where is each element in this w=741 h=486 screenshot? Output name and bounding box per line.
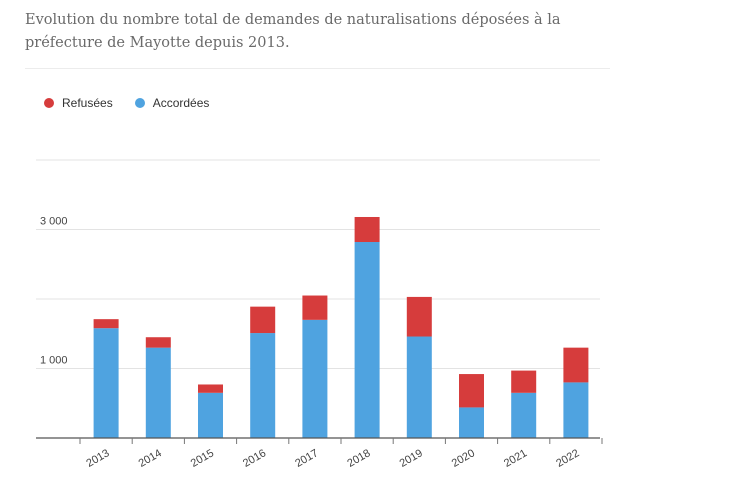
bar-accordes-2015 xyxy=(198,392,223,438)
bar-refuses-2017 xyxy=(302,295,328,320)
bar-accordes-2020 xyxy=(459,407,484,438)
y-tick-label: 3 000 xyxy=(40,216,68,228)
x-tick-label: 2020 xyxy=(450,447,477,470)
legend-item-refusees: Refusées xyxy=(44,96,113,110)
bar-accordes-2018 xyxy=(354,242,380,438)
bar-refuses-2022 xyxy=(563,347,589,383)
bar-refuses-2016 xyxy=(250,306,276,334)
bar-refuses-2015 xyxy=(198,384,223,393)
x-tick-label: 2021 xyxy=(502,447,529,470)
x-tick-label: 2013 xyxy=(84,447,111,470)
bar-refuses-2021 xyxy=(511,370,537,393)
x-tick-label: 2014 xyxy=(137,447,164,470)
chart-title: Evolution du nombre total de demandes de… xyxy=(25,12,561,51)
x-tick-label: 2016 xyxy=(241,447,268,470)
bar-refuses-2018 xyxy=(354,216,380,243)
bar-accordes-2022 xyxy=(563,382,589,438)
x-tick-label: 2022 xyxy=(554,447,581,470)
bar-accordes-2019 xyxy=(406,336,432,438)
bar-accordes-2014 xyxy=(145,347,171,438)
bar-accordes-2017 xyxy=(302,319,328,438)
legend-label-refusees: Refusées xyxy=(62,96,113,110)
legend-item-accordees: Accordées xyxy=(134,96,210,110)
legend: Refusées Accordées xyxy=(44,96,231,110)
bar-accordes-2021 xyxy=(511,392,537,438)
x-tick-label: 2017 xyxy=(293,447,320,470)
x-tick-label: 2018 xyxy=(345,447,372,470)
bar-refuses-2014 xyxy=(145,337,171,348)
legend-swatch-refusees xyxy=(44,98,54,108)
bar-accordes-2016 xyxy=(250,333,276,438)
x-tick-label: 2015 xyxy=(189,447,216,470)
bar-refuses-2020 xyxy=(459,374,484,408)
bar-accordes-2013 xyxy=(93,328,119,438)
legend-swatch-accordees xyxy=(134,98,145,108)
bar-refuses-2013 xyxy=(93,319,119,329)
bar-refuses-2019 xyxy=(406,296,432,337)
x-tick-label: 2019 xyxy=(398,447,425,470)
divider xyxy=(25,68,610,69)
legend-label-accordees: Accordées xyxy=(152,96,210,110)
y-tick-label: 1 000 xyxy=(40,355,68,367)
